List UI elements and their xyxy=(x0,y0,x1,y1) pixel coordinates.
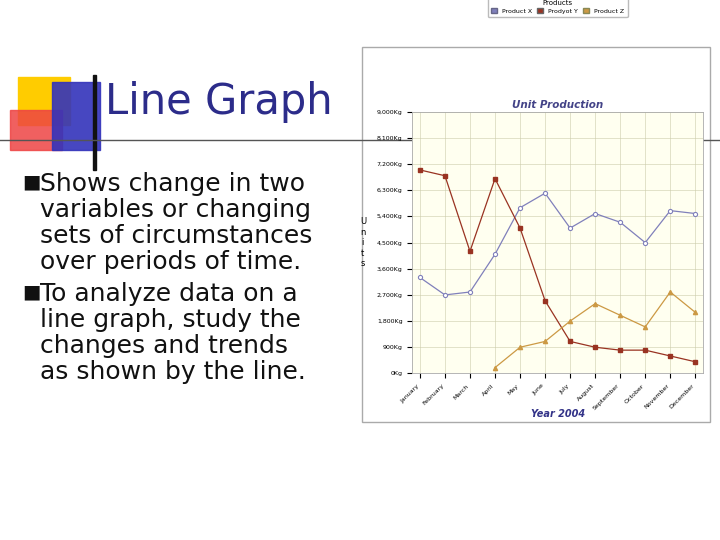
Bar xyxy=(10,110,62,150)
Bar xyxy=(18,77,70,125)
Text: To analyze data on a: To analyze data on a xyxy=(40,282,297,306)
Text: Year 2004: Year 2004 xyxy=(531,409,585,419)
Bar xyxy=(93,75,96,170)
Text: sets of circumstances: sets of circumstances xyxy=(40,224,312,248)
Text: over periods of time.: over periods of time. xyxy=(40,250,301,274)
Y-axis label: U
n
i
t
s: U n i t s xyxy=(360,217,366,268)
Text: line graph, study the: line graph, study the xyxy=(40,308,301,332)
Text: ■: ■ xyxy=(22,172,40,191)
Title: Unit Production: Unit Production xyxy=(512,100,603,110)
Text: changes and trends: changes and trends xyxy=(40,334,288,358)
Text: as shown by the line.: as shown by the line. xyxy=(40,360,306,384)
Bar xyxy=(52,82,100,150)
Text: Line Graph: Line Graph xyxy=(105,81,333,123)
FancyBboxPatch shape xyxy=(362,47,710,422)
Legend: Product X, Prodyot Y, Product Z: Product X, Prodyot Y, Product Z xyxy=(487,0,628,17)
Text: ■: ■ xyxy=(22,282,40,301)
Text: variables or changing: variables or changing xyxy=(40,198,311,222)
Text: Shows change in two: Shows change in two xyxy=(40,172,305,196)
